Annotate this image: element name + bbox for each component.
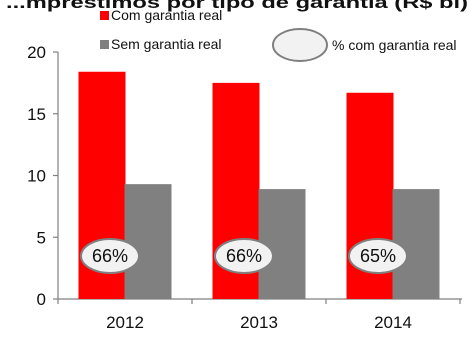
pct-ellipse (214, 238, 274, 274)
bar-sem-garantia (124, 184, 172, 299)
x-tick-label: 2013 (240, 313, 278, 332)
legend-label-sem-garantia: Sem garantia real (111, 36, 222, 52)
chart-title: ...mpréstimos por tipo de garantia (R$ b… (6, 0, 468, 12)
x-tick-label: 2014 (374, 313, 412, 332)
legend-swatch-com-garantia (100, 11, 109, 20)
legend-swatch-pct (272, 28, 328, 62)
x-tick-label: 2012 (106, 313, 144, 332)
legend: Com garantia real Sem garantia real % com … (100, 7, 457, 62)
legend-label-com-garantia: Com garantia real (111, 7, 222, 23)
legend-label-pct: % com garantia real (332, 37, 457, 53)
y-tick-label: 20 (27, 43, 46, 62)
pct-ellipse (80, 238, 140, 274)
pct-label: 66% (92, 246, 128, 266)
pct-label: 65% (360, 246, 396, 266)
y-tick-label: 15 (27, 105, 46, 124)
pct-label: 66% (226, 246, 262, 266)
y-tick-label: 0 (37, 290, 46, 309)
legend-swatch-sem-garantia (100, 40, 109, 49)
y-tick-label: 10 (27, 167, 46, 186)
y-tick-label: 5 (37, 228, 46, 247)
pct-ellipse (348, 238, 408, 274)
plot-area: 0 5 10 15 20 2012 66% 2013 66% 2014 65% (27, 43, 462, 332)
